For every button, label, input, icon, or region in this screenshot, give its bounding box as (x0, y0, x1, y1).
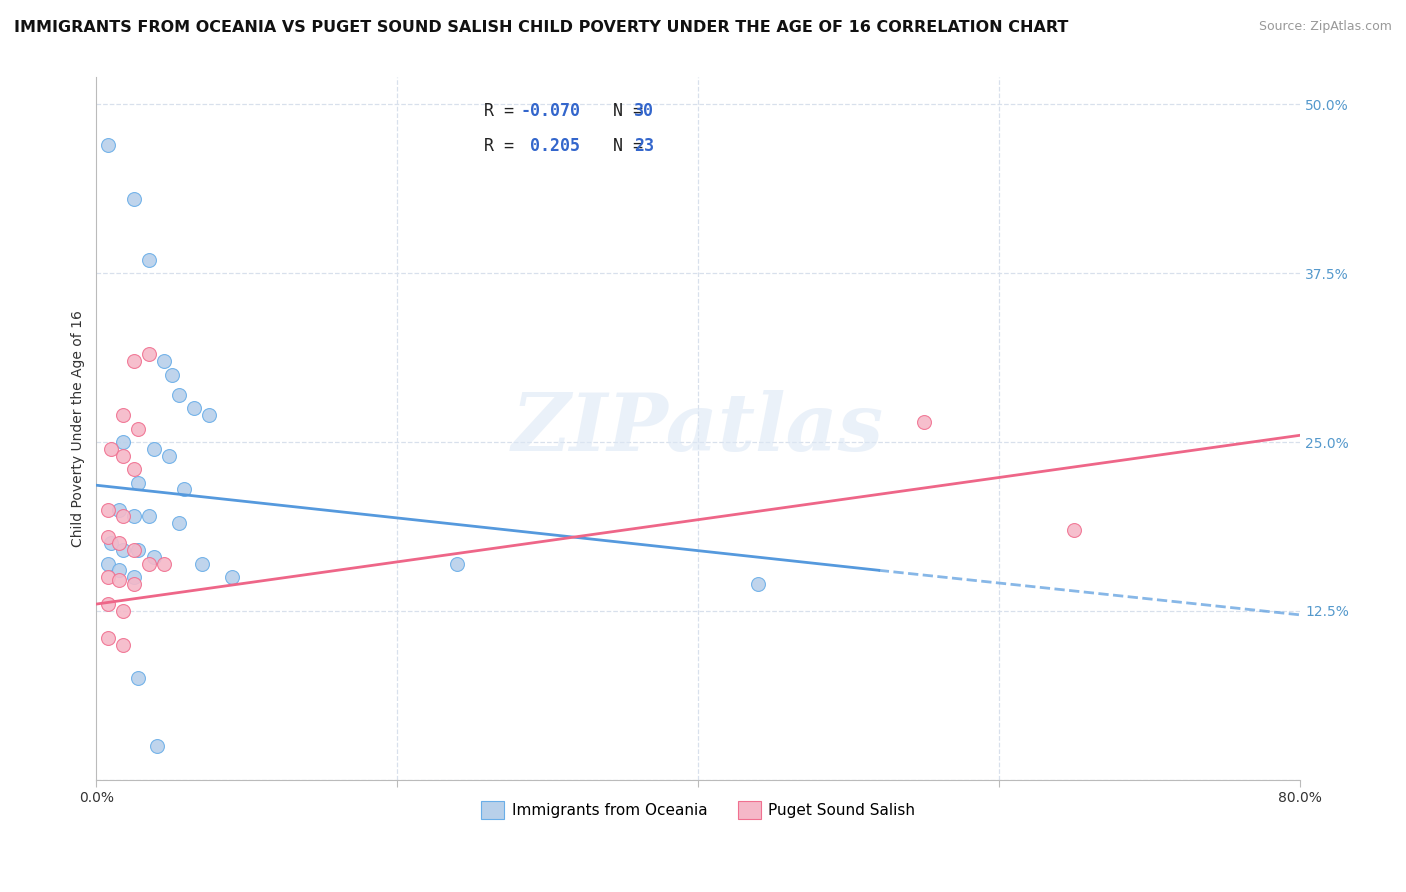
Point (153, 354, 176, 368)
Point (122, 570, 145, 584)
Point (122, 509, 145, 524)
Point (108, 563, 131, 577)
Point (97, 570, 120, 584)
Point (142, 549, 165, 564)
Point (112, 543, 135, 558)
Point (912, 415, 935, 429)
Point (97, 557, 120, 571)
Legend: Immigrants from Oceania, Puget Sound Salish: Immigrants from Oceania, Puget Sound Sal… (475, 795, 921, 824)
Point (97, 502, 120, 516)
Point (112, 449, 135, 463)
Point (112, 638, 135, 652)
Point (112, 408, 135, 422)
Point (173, 483, 195, 497)
Point (145, 739, 167, 753)
Text: R =: R = (484, 137, 524, 155)
Text: ZIPatlas: ZIPatlas (512, 390, 884, 467)
Point (122, 543, 145, 558)
Point (97, 631, 120, 645)
Point (108, 502, 131, 516)
Point (160, 368, 183, 382)
Text: R =: R = (484, 102, 524, 120)
Point (138, 252, 160, 267)
Point (122, 576, 145, 591)
Point (142, 442, 165, 456)
Point (157, 449, 180, 463)
Text: Source: ZipAtlas.com: Source: ZipAtlas.com (1258, 20, 1392, 33)
Text: N =: N = (593, 137, 654, 155)
Text: 30: 30 (634, 102, 654, 120)
Point (167, 516, 190, 530)
Point (122, 192, 145, 206)
Point (183, 401, 205, 416)
Text: -0.070: -0.070 (520, 102, 581, 120)
Point (112, 509, 135, 524)
Point (97, 138, 120, 153)
Point (446, 557, 468, 571)
Text: 23: 23 (634, 137, 654, 155)
Point (747, 576, 769, 591)
Point (1063, 523, 1085, 537)
Point (138, 509, 160, 524)
Y-axis label: Child Poverty Under the Age of 16: Child Poverty Under the Age of 16 (72, 310, 86, 547)
Text: IMMIGRANTS FROM OCEANIA VS PUGET SOUND SALISH CHILD POVERTY UNDER THE AGE OF 16 : IMMIGRANTS FROM OCEANIA VS PUGET SOUND S… (14, 20, 1069, 35)
Point (97, 530, 120, 544)
Point (198, 408, 221, 422)
Point (100, 536, 122, 550)
Point (108, 573, 131, 587)
Point (108, 536, 131, 550)
Point (167, 388, 190, 402)
Point (127, 671, 149, 685)
Point (138, 557, 160, 571)
Text: N =: N = (593, 102, 654, 120)
Point (221, 570, 243, 584)
Point (100, 442, 122, 456)
Point (127, 475, 149, 490)
Point (190, 557, 212, 571)
Point (138, 347, 160, 361)
Point (97, 597, 120, 611)
Point (112, 435, 135, 450)
Point (127, 421, 149, 435)
Point (122, 354, 145, 368)
Point (153, 557, 176, 571)
Text: 0.205: 0.205 (520, 137, 581, 155)
Point (112, 604, 135, 618)
Point (127, 543, 149, 558)
Point (122, 462, 145, 476)
